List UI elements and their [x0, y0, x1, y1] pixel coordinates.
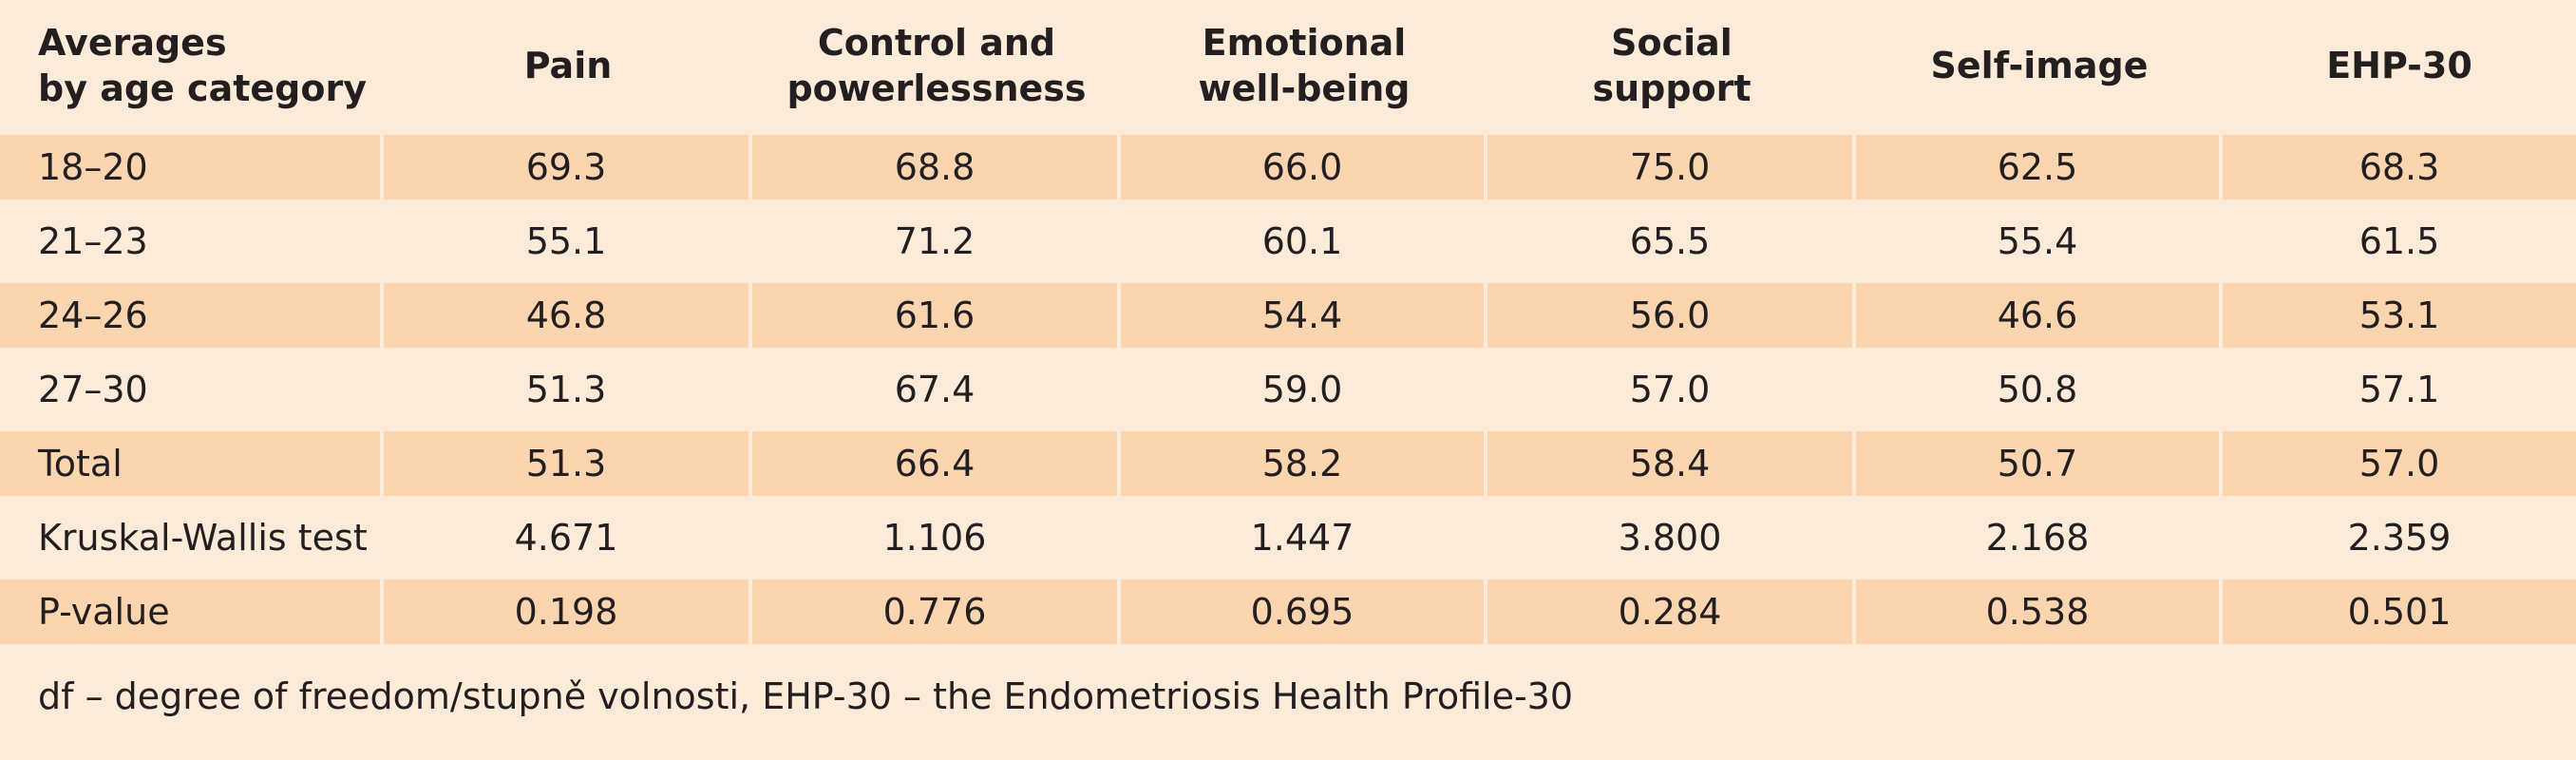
header-control-powerlessness: Control and powerlessness [786, 22, 1087, 109]
cell-control: 67.4 [894, 369, 975, 410]
cell-control: 66.4 [752, 431, 1117, 496]
row-label: 18–20 [0, 135, 380, 200]
cell-ehp30: 57.1 [2358, 369, 2440, 410]
row-label: 21–23 [38, 220, 148, 262]
table-header-row: Averages by age category Pain Control an… [0, 0, 2576, 131]
table-row: Kruskal-Wallis test 4.671 1.106 1.447 3.… [0, 505, 2576, 570]
cell-ehp30: 57.0 [2223, 431, 2576, 496]
cell-emotional: 59.0 [1261, 369, 1343, 410]
cell-control: 1.106 [882, 517, 987, 559]
cell-control: 71.2 [894, 220, 975, 262]
cell-pain: 0.198 [384, 580, 748, 644]
header-ehp30: EHP-30 [2326, 45, 2472, 86]
cell-ehp30: 2.359 [2347, 517, 2452, 559]
cell-emotional: 60.1 [1261, 220, 1343, 262]
cell-control: 0.776 [752, 580, 1117, 644]
cell-ehp30: 61.5 [2358, 220, 2440, 262]
cell-self-image: 2.168 [1985, 517, 2090, 559]
cell-social: 58.4 [1487, 431, 1852, 496]
cell-control: 68.8 [752, 135, 1117, 200]
row-label: 27–30 [38, 369, 148, 410]
header-social-support: Social support [1592, 22, 1752, 109]
cell-emotional: 54.4 [1121, 283, 1484, 348]
cell-emotional: 1.447 [1250, 517, 1354, 559]
cell-emotional: 0.695 [1121, 580, 1484, 644]
cell-social: 0.284 [1487, 580, 1852, 644]
cell-control: 61.6 [752, 283, 1117, 348]
table-row: 18–20 69.3 68.8 66.0 75.0 62.5 68.3 [0, 135, 2576, 200]
cell-self-image: 46.6 [1856, 283, 2219, 348]
header-emotional-wellbeing: Emotional well-being [1198, 22, 1411, 109]
row-label: Total [0, 431, 380, 496]
cell-social: 65.5 [1629, 220, 1711, 262]
row-label: P-value [0, 580, 380, 644]
cell-ehp30: 0.501 [2223, 580, 2576, 644]
cell-pain: 69.3 [384, 135, 748, 200]
cell-emotional: 66.0 [1121, 135, 1484, 200]
cell-pain: 51.3 [525, 369, 607, 410]
cell-social: 56.0 [1487, 283, 1852, 348]
cell-emotional: 58.2 [1121, 431, 1484, 496]
table-row: 27–30 51.3 67.4 59.0 57.0 50.8 57.1 [0, 357, 2576, 422]
cell-pain: 51.3 [384, 431, 748, 496]
cell-social: 57.0 [1629, 369, 1711, 410]
cell-ehp30: 68.3 [2223, 135, 2576, 200]
cell-self-image: 50.8 [1997, 369, 2078, 410]
cell-self-image: 0.538 [1856, 580, 2219, 644]
header-pain: Pain [523, 45, 613, 86]
cell-pain: 4.671 [514, 517, 618, 559]
cell-self-image: 50.7 [1856, 431, 2219, 496]
row-label: 24–26 [0, 283, 380, 348]
header-self-image: Self-image [1930, 45, 2149, 86]
table-row: 24–26 46.8 61.6 54.4 56.0 46.6 53.1 [0, 283, 2576, 348]
table-footnote: df – degree of freedom/stupně volnosti, … [38, 675, 1574, 717]
cell-social: 3.800 [1618, 517, 1722, 559]
cell-self-image: 55.4 [1997, 220, 2078, 262]
cell-ehp30: 53.1 [2223, 283, 2576, 348]
cell-pain: 55.1 [525, 220, 607, 262]
table-row: P-value 0.198 0.776 0.695 0.284 0.538 0.… [0, 580, 2576, 644]
cell-self-image: 62.5 [1856, 135, 2219, 200]
cell-social: 75.0 [1487, 135, 1852, 200]
table-row: 21–23 55.1 71.2 60.1 65.5 55.4 61.5 [0, 209, 2576, 274]
cell-pain: 46.8 [384, 283, 748, 348]
table-row: Total 51.3 66.4 58.2 58.4 50.7 57.0 [0, 431, 2576, 496]
header-age-category: Averages by age category [38, 22, 367, 109]
row-label: Kruskal-Wallis test [38, 517, 368, 559]
